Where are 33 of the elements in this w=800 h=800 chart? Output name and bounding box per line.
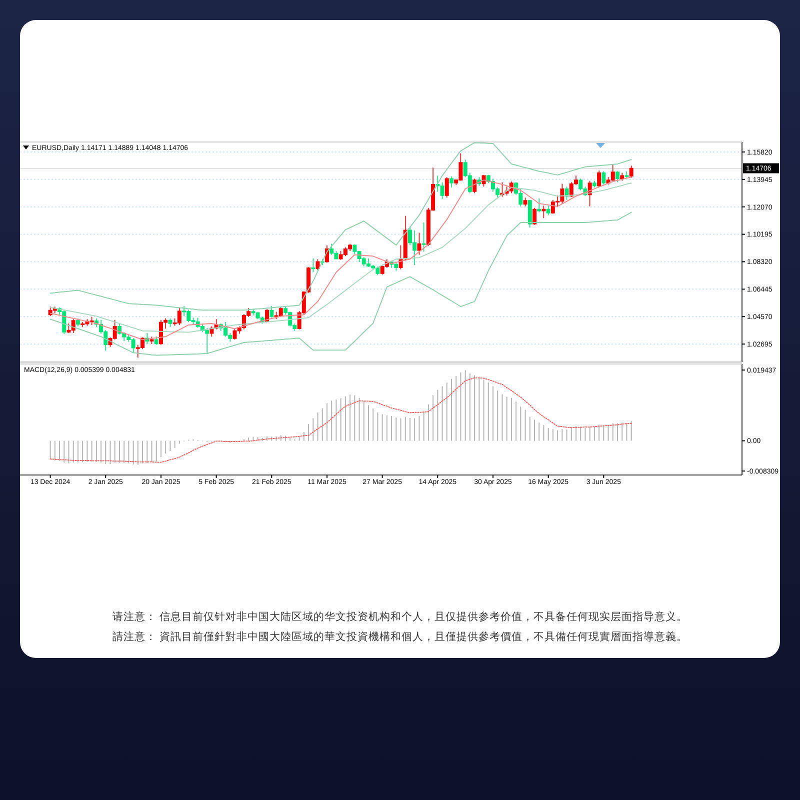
candlestick [449, 176, 454, 188]
candlestick [311, 258, 316, 273]
candlestick [278, 307, 283, 318]
text: 请注意： 信息目前仅针对非中国大陆区域的华文投资机构和个人，且仅提供参考价值，不具备任何现实层面指导意义。 [112, 610, 688, 623]
candlestick [444, 176, 449, 198]
line-series [50, 377, 632, 463]
candlestick [76, 318, 80, 327]
candlestick [597, 170, 602, 188]
candlestick [154, 336, 158, 346]
candlestick [615, 170, 620, 183]
candlestick [610, 164, 615, 182]
candlestick [523, 197, 528, 207]
candlestick [422, 222, 426, 252]
candlestick [624, 170, 629, 179]
candlestick [270, 306, 274, 318]
candlestick [546, 205, 550, 216]
candlestick [403, 216, 408, 261]
candlestick [330, 243, 334, 256]
candlestick [537, 198, 542, 213]
candlestick [52, 306, 57, 314]
candlestick [80, 322, 85, 328]
candlestick [620, 172, 624, 182]
candlestick [177, 307, 182, 326]
line-series [50, 212, 632, 356]
candlestick [528, 199, 532, 228]
candlestick [592, 180, 596, 188]
candlestick [168, 318, 172, 328]
candlestick [150, 336, 154, 344]
text: 請注意： 資訊目前僅針對非中國大陸區域的華文投資機構和個人，且僅提供參考價值，不具備任何現實層面指導意義。 [112, 630, 688, 643]
candlestick [602, 170, 606, 185]
candlestick [629, 165, 634, 178]
candlestick [542, 205, 546, 219]
candlestick [417, 232, 422, 256]
